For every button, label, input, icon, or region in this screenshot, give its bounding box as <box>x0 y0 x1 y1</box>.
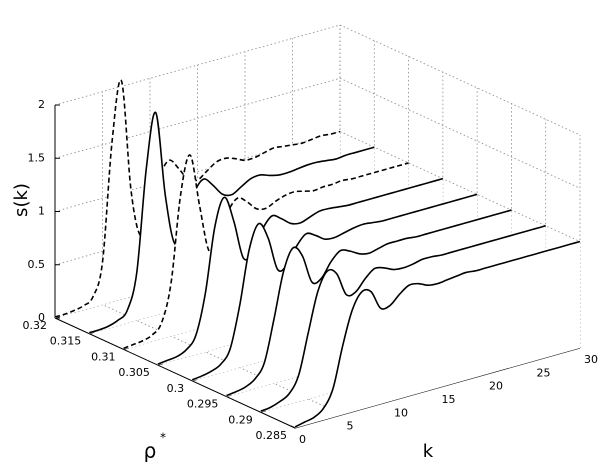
x-tick-label: 0 <box>299 433 306 446</box>
z-tick-label: 2 <box>38 98 45 111</box>
grid-line <box>54 77 341 159</box>
curve <box>123 154 409 350</box>
x-tick-label: 15 <box>442 393 456 406</box>
grid-line <box>54 131 341 212</box>
x-tick-label: 20 <box>489 380 503 393</box>
z-tick-label: 1.5 <box>28 151 46 164</box>
x-tick-label: 5 <box>347 420 354 433</box>
x-tick-label: 10 <box>394 406 408 419</box>
y-axis-label: ρ <box>144 439 157 463</box>
tick-mark <box>290 425 296 429</box>
x-axis-label: k <box>423 441 434 462</box>
y-tick-label: 0.295 <box>187 398 219 411</box>
y-tick-label: 0.32 <box>23 319 48 332</box>
y-tick-label: 0.31 <box>91 350 116 363</box>
y-tick-label: 0.29 <box>228 413 253 426</box>
y-tick-label: 0.315 <box>50 335 82 348</box>
grid-line <box>339 131 581 242</box>
y-tick-label: 0.3 <box>167 382 185 395</box>
curve <box>226 209 512 397</box>
curve <box>191 193 478 381</box>
z-tick-label: 0.5 <box>28 258 46 271</box>
curve-mask <box>295 241 580 428</box>
curve <box>260 225 546 412</box>
curve <box>89 111 375 334</box>
curve <box>157 177 444 365</box>
axis-line <box>54 317 296 429</box>
z-tick-label: 1 <box>38 205 45 218</box>
grid-line <box>339 24 581 136</box>
grid-line <box>339 77 581 189</box>
curve <box>294 240 581 428</box>
y-tick-label: 0.285 <box>256 429 288 442</box>
x-tick-label: 30 <box>584 353 598 366</box>
y-tick-label: 0.305 <box>118 366 150 379</box>
z-axis-label: s(k) <box>11 183 32 217</box>
z-tick-label: 0 <box>38 311 45 324</box>
y-axis-label-sup: * <box>160 431 166 445</box>
x-tick-label: 25 <box>537 366 551 379</box>
